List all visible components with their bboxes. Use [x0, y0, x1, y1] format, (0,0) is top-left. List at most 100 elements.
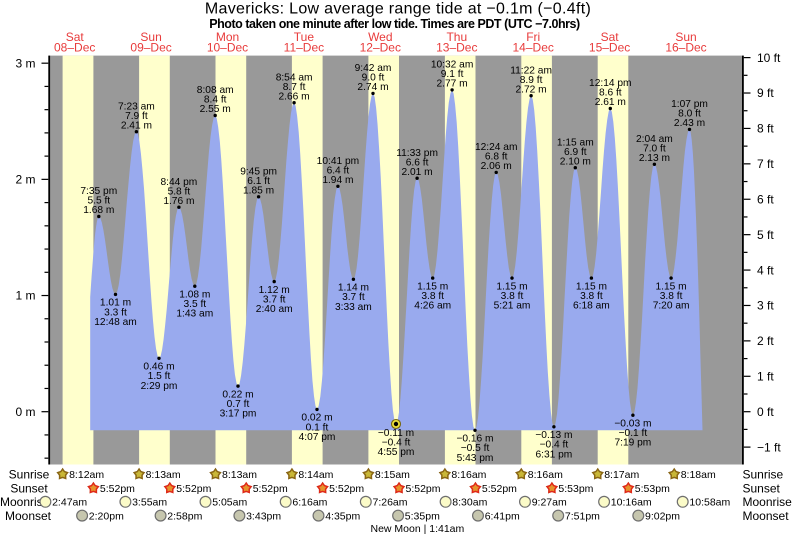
svg-text:1.15 m: 1.15 m [496, 281, 527, 292]
svg-text:5:52pm: 5:52pm [253, 483, 288, 495]
svg-text:2:47am: 2:47am [52, 497, 87, 509]
svg-text:9:42 am: 9:42 am [355, 63, 392, 74]
svg-text:8:14am: 8:14am [298, 469, 333, 481]
svg-text:0 m: 0 m [15, 405, 35, 419]
svg-text:Mon: Mon [216, 30, 239, 44]
svg-text:7.0 ft: 7.0 ft [643, 143, 666, 154]
svg-text:Sunset: Sunset [10, 482, 48, 496]
svg-text:−0.5 ft: −0.5 ft [461, 443, 490, 454]
svg-text:8:17am: 8:17am [604, 469, 639, 481]
svg-text:Sun: Sun [675, 30, 696, 44]
svg-text:1.68 m: 1.68 m [83, 205, 114, 216]
svg-text:0.46 m: 0.46 m [143, 362, 174, 373]
svg-text:8:54 am: 8:54 am [276, 72, 313, 83]
svg-text:3.8 ft: 3.8 ft [421, 291, 444, 302]
svg-text:4 ft: 4 ft [757, 263, 774, 277]
svg-text:8.4 ft: 8.4 ft [204, 95, 227, 106]
svg-text:6:31 pm: 6:31 pm [535, 449, 572, 460]
svg-text:1 ft: 1 ft [757, 370, 774, 384]
svg-text:6:18 am: 6:18 am [573, 301, 610, 312]
svg-text:09–Dec: 09–Dec [130, 41, 171, 55]
svg-text:3.7 ft: 3.7 ft [263, 294, 286, 305]
svg-text:5:53pm: 5:53pm [558, 483, 593, 495]
svg-text:0.02 m: 0.02 m [301, 413, 332, 424]
svg-text:3:33 am: 3:33 am [335, 302, 372, 313]
svg-text:8:13am: 8:13am [222, 469, 257, 481]
svg-text:Sun: Sun [140, 30, 161, 44]
svg-text:5 ft: 5 ft [757, 228, 774, 242]
svg-text:16–Dec: 16–Dec [665, 41, 706, 55]
svg-text:8:16am: 8:16am [528, 469, 563, 481]
svg-text:2:04 am: 2:04 am [636, 134, 673, 145]
svg-text:7:19 pm: 7:19 pm [614, 438, 651, 449]
svg-text:2.66 m: 2.66 m [279, 91, 310, 102]
svg-text:8.9 ft: 8.9 ft [520, 75, 543, 86]
svg-text:2.13 m: 2.13 m [639, 153, 670, 164]
svg-text:2.74 m: 2.74 m [357, 82, 388, 93]
svg-text:12:14 pm: 12:14 pm [589, 78, 631, 89]
svg-text:12–Dec: 12–Dec [360, 41, 401, 55]
svg-text:5:52pm: 5:52pm [176, 483, 211, 495]
svg-text:2 m: 2 m [15, 173, 35, 187]
svg-text:5:05am: 5:05am [212, 497, 247, 509]
svg-text:3.8 ft: 3.8 ft [660, 291, 683, 302]
svg-text:2:58pm: 2:58pm [167, 510, 202, 522]
svg-text:3.8 ft: 3.8 ft [580, 291, 603, 302]
svg-text:2:20pm: 2:20pm [89, 510, 124, 522]
svg-text:5:52pm: 5:52pm [329, 483, 364, 495]
svg-text:11–Dec: 11–Dec [284, 41, 324, 55]
svg-text:8:30am: 8:30am [452, 497, 487, 509]
svg-text:08–Dec: 08–Dec [54, 41, 95, 55]
svg-text:8:08 am: 8:08 am [197, 85, 234, 96]
svg-text:0.7 ft: 0.7 ft [227, 399, 250, 410]
svg-text:3.8 ft: 3.8 ft [501, 291, 524, 302]
svg-text:6.1 ft: 6.1 ft [247, 176, 270, 187]
svg-text:9:45 pm: 9:45 pm [240, 166, 277, 177]
svg-text:Moonset: Moonset [5, 509, 52, 523]
svg-text:11:33 pm: 11:33 pm [396, 148, 438, 159]
svg-text:2:29 pm: 2:29 pm [141, 381, 178, 392]
svg-text:1:07 pm: 1:07 pm [671, 99, 708, 110]
svg-text:5:52pm: 5:52pm [406, 483, 441, 495]
svg-text:−0.4 ft: −0.4 ft [540, 440, 569, 451]
svg-text:2.06 m: 2.06 m [481, 161, 512, 172]
svg-text:Moonset: Moonset [743, 509, 790, 523]
svg-text:11:22 am: 11:22 am [510, 65, 552, 76]
svg-text:9:02pm: 9:02pm [645, 510, 680, 522]
svg-text:8:44 pm: 8:44 pm [160, 177, 197, 188]
svg-text:2.43 m: 2.43 m [674, 118, 705, 129]
svg-text:5:53pm: 5:53pm [635, 483, 670, 495]
svg-text:10:16am: 10:16am [611, 497, 652, 509]
svg-text:7:26am: 7:26am [373, 497, 408, 509]
svg-text:2.41 m: 2.41 m [121, 120, 152, 131]
svg-text:6.8 ft: 6.8 ft [485, 151, 508, 162]
svg-text:1:43 am: 1:43 am [176, 309, 213, 320]
svg-text:Sat: Sat [601, 30, 620, 44]
svg-text:1.15 m: 1.15 m [656, 281, 687, 292]
svg-text:0.22 m: 0.22 m [222, 389, 253, 400]
svg-text:6.9 ft: 6.9 ft [564, 147, 587, 158]
svg-text:7:20 am: 7:20 am [653, 301, 690, 312]
svg-text:New Moon | 1:41am: New Moon | 1:41am [371, 523, 465, 535]
svg-text:8.7 ft: 8.7 ft [283, 82, 306, 93]
svg-text:8.6 ft: 8.6 ft [599, 88, 622, 99]
svg-text:3 m: 3 m [15, 56, 35, 70]
svg-text:1:15 am: 1:15 am [557, 137, 594, 148]
svg-text:Photo taken one minute after l: Photo taken one minute after low tide. T… [209, 17, 580, 31]
svg-text:7:51pm: 7:51pm [565, 510, 600, 522]
svg-text:2:40 am: 2:40 am [256, 304, 293, 315]
svg-text:1.08 m: 1.08 m [179, 290, 210, 301]
svg-text:Tue: Tue [294, 30, 315, 44]
svg-text:5:52pm: 5:52pm [100, 483, 135, 495]
svg-text:8:16am: 8:16am [451, 469, 486, 481]
svg-text:Moonrise: Moonrise [0, 495, 50, 509]
svg-text:Thu: Thu [446, 30, 467, 44]
svg-text:9:27am: 9:27am [532, 497, 567, 509]
svg-text:4:35pm: 4:35pm [325, 510, 360, 522]
svg-text:3 ft: 3 ft [757, 299, 774, 313]
svg-text:1 m: 1 m [15, 289, 35, 303]
svg-text:2.61 m: 2.61 m [595, 97, 626, 108]
svg-text:10–Dec: 10–Dec [207, 41, 248, 55]
svg-text:5.8 ft: 5.8 ft [168, 186, 191, 197]
svg-text:8.0 ft: 8.0 ft [678, 109, 701, 120]
